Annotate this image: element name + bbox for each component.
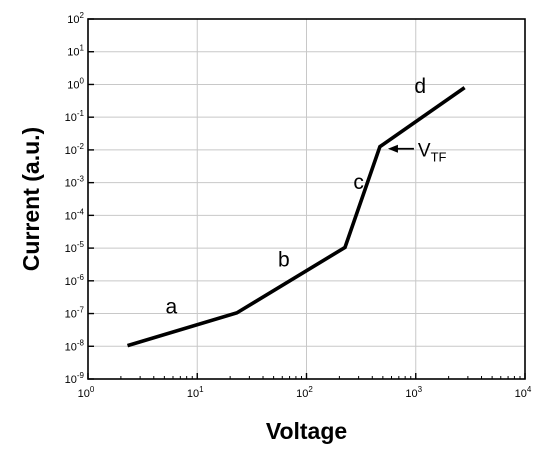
- y-tick-label: 102: [67, 11, 84, 26]
- y-tick-label: 100: [67, 76, 84, 91]
- y-tick-label: 10-5: [65, 240, 85, 255]
- y-tick-label: 101: [67, 44, 84, 59]
- y-tick-label: 10-9: [65, 371, 85, 386]
- x-tick-label: 100: [78, 385, 95, 400]
- y-tick-label: 10-4: [65, 207, 85, 222]
- x-axis-label: Voltage: [266, 418, 347, 444]
- y-axis-label: Current (a.u.): [18, 127, 44, 271]
- y-tick-label: 10-6: [65, 273, 85, 288]
- transition-voltage-label: VTF: [418, 141, 447, 165]
- y-tick-label: 10-1: [65, 109, 85, 124]
- x-tick-label: 104: [515, 385, 532, 400]
- iv-curve-line: [126, 86, 466, 348]
- y-tick-label: 10-7: [65, 306, 85, 321]
- x-tick-label: 101: [187, 385, 204, 400]
- region-label-a: a: [166, 296, 178, 319]
- y-tick-label: 10-3: [65, 175, 85, 190]
- grid: [88, 19, 525, 379]
- x-tick-label: 102: [296, 385, 313, 400]
- region-label-b: b: [278, 249, 290, 272]
- series: [126, 86, 466, 348]
- x-tick-label: 103: [405, 385, 422, 400]
- annotations: a b c d VTF: [166, 75, 447, 319]
- plot-frame: [87, 18, 526, 380]
- region-label-d: d: [414, 75, 426, 98]
- tick-labels: 100 101 102 103 104 10-9 10-8 10-7 10-6 10-5 10-4 1…: [65, 11, 532, 400]
- y-tick-label: 10-2: [65, 142, 85, 157]
- transition-arrow: [387, 144, 414, 153]
- region-label-c: c: [353, 171, 364, 194]
- y-tick-label: 10-8: [65, 338, 85, 353]
